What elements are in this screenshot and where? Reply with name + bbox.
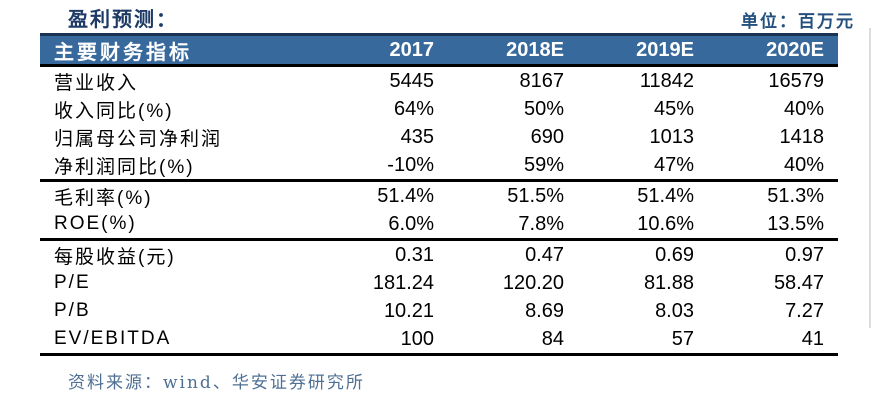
row-label: 收入同比(%)	[54, 100, 174, 122]
row-value: 11842	[639, 69, 694, 92]
row-value: 5445	[389, 69, 435, 92]
row-label: P/B	[54, 300, 91, 321]
table-row: 每股收益(元) 0.31 0.47 0.69 0.97	[40, 241, 838, 269]
row-group: 毛利率(%) 51.4% 51.5% 51.4% 51.3% ROE(%) 6.0% 7.8%…	[40, 182, 838, 241]
table-header-row: 主要财务指标 2017 2018E 2019E 2020E	[40, 33, 838, 67]
row-label: 每股收益(元)	[54, 246, 176, 268]
row-value: 40%	[783, 97, 824, 120]
row-value: 181.24	[372, 271, 434, 294]
row-label: 净利润同比(%)	[54, 156, 195, 178]
row-value: 8167	[519, 69, 565, 92]
row-value: 51.3%	[767, 184, 824, 207]
row-value: 10.6%	[637, 212, 694, 235]
row-label: ROE(%)	[54, 213, 137, 234]
table-row: 归属母公司净利润 435 690 1013 1418	[40, 123, 838, 151]
row-value: 47%	[653, 153, 694, 176]
page-title: 盈利预测：	[68, 9, 178, 31]
table-header-2019e: 2019E	[636, 38, 694, 61]
row-value: 51.4%	[377, 184, 434, 207]
unit-label: 单位：百万元	[741, 12, 855, 32]
table-row: 营业收入 5445 8167 11842 16579	[40, 67, 838, 95]
row-value: 10.21	[383, 299, 434, 322]
table-header-indicator: 主要财务指标	[54, 41, 192, 64]
row-value: 0.47	[525, 243, 564, 266]
row-value: 58.47	[773, 271, 824, 294]
row-label: 归属母公司净利润	[54, 128, 223, 150]
source-note: 资料来源：wind、华安证券研究所	[68, 373, 365, 393]
row-value: 0.69	[655, 243, 694, 266]
row-value: 435	[400, 125, 434, 148]
row-value: 50%	[523, 97, 564, 120]
row-value: 0.31	[395, 243, 434, 266]
row-value: 8.69	[525, 299, 564, 322]
row-value: -10%	[387, 153, 434, 176]
row-value: 6.0%	[388, 212, 434, 235]
table-header-2018e: 2018E	[506, 38, 564, 61]
row-value: 7.8%	[518, 212, 564, 235]
row-value: 8.03	[655, 299, 694, 322]
table-row: ROE(%) 6.0% 7.8% 10.6% 13.5%	[40, 210, 838, 238]
row-value: 690	[530, 125, 564, 148]
table-row: EV/EBITDA 100 84 57 41	[40, 325, 838, 353]
table-row: 净利润同比(%) -10% 59% 47% 40%	[40, 151, 838, 179]
row-value: 59%	[523, 153, 564, 176]
image-edge-line	[869, 28, 871, 328]
row-group: 每股收益(元) 0.31 0.47 0.69 0.97 P/E 181.24 120.20 81…	[40, 241, 838, 356]
row-value: 100	[400, 327, 434, 350]
row-label: P/E	[54, 272, 91, 293]
row-value: 51.4%	[637, 184, 694, 207]
table-row: 毛利率(%) 51.4% 51.5% 51.4% 51.3%	[40, 182, 838, 210]
table-row: P/B 10.21 8.69 8.03 7.27	[40, 297, 838, 325]
row-label: EV/EBITDA	[54, 328, 172, 349]
row-value: 81.88	[643, 271, 694, 294]
financial-forecast-table: 主要财务指标 2017 2018E 2019E 2020E 营业收入 5445 81…	[40, 33, 838, 356]
row-value: 1418	[779, 125, 825, 148]
row-group: 营业收入 5445 8167 11842 16579 收入同比(%) 64% 50% 45% 40…	[40, 67, 838, 182]
row-label: 毛利率(%)	[54, 187, 153, 209]
row-label: 营业收入	[54, 72, 139, 94]
row-value: 120.20	[502, 271, 564, 294]
row-value: 41	[801, 327, 824, 350]
row-value: 51.5%	[507, 184, 564, 207]
row-value: 1013	[649, 125, 695, 148]
row-value: 16579	[768, 69, 824, 92]
row-value: 45%	[653, 97, 694, 120]
row-value: 64%	[393, 97, 434, 120]
table-body: 营业收入 5445 8167 11842 16579 收入同比(%) 64% 50% 45% 40…	[40, 67, 838, 356]
row-value: 13.5%	[767, 212, 824, 235]
table-row: P/E 181.24 120.20 81.88 58.47	[40, 269, 838, 297]
table-header-2017: 2017	[389, 38, 435, 61]
row-value: 0.97	[785, 243, 824, 266]
table-header-2020e: 2020E	[766, 38, 824, 61]
row-value: 57	[671, 327, 694, 350]
row-value: 84	[541, 327, 564, 350]
row-value: 40%	[783, 153, 824, 176]
table-row: 收入同比(%) 64% 50% 45% 40%	[40, 95, 838, 123]
row-value: 7.27	[785, 299, 824, 322]
